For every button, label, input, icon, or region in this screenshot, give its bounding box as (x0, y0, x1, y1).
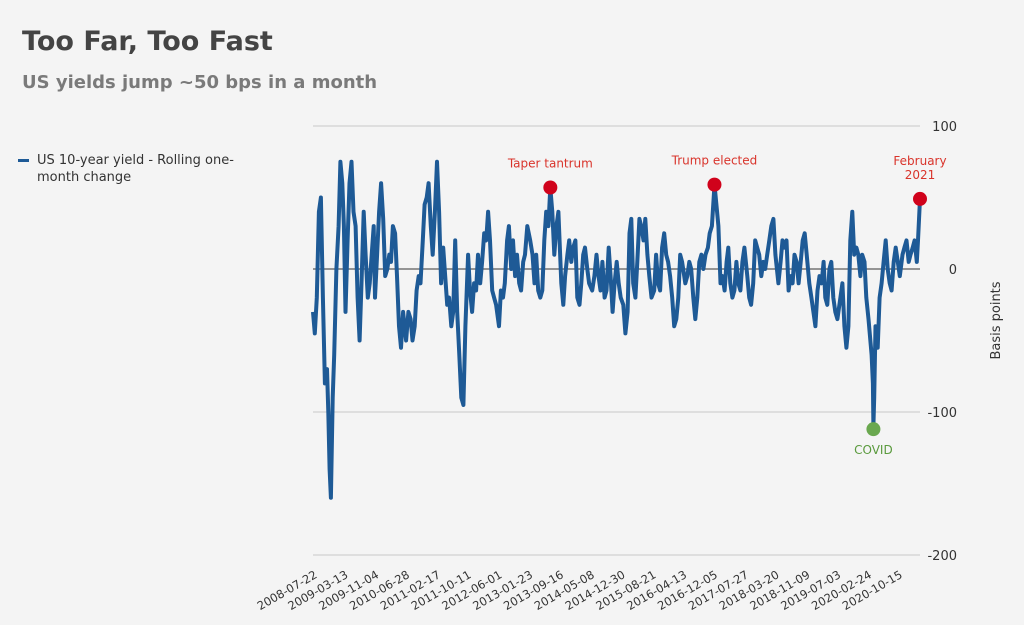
legend: US 10-year yield - Rolling one-month cha… (18, 152, 268, 186)
annotation-label: Trump elected (671, 154, 758, 168)
annotation-label: COVID (854, 443, 893, 457)
y-tick-label: -100 (927, 406, 957, 421)
chart-title: Too Far, Too Fast (22, 26, 273, 57)
annotation-marker (866, 422, 881, 437)
annotation-marker (913, 191, 927, 206)
annotation-marker (543, 180, 558, 195)
y-axis-label: Basis points (989, 281, 1004, 359)
annotation-marker (707, 177, 722, 192)
legend-swatch (18, 159, 29, 162)
y-tick-label: 100 (932, 120, 957, 135)
series-line (311, 159, 922, 500)
annotation-label: February 2021 (893, 154, 946, 182)
y-tick-label: 0 (949, 263, 957, 278)
annotation-label: Taper tantrum (507, 156, 593, 170)
chart-subtitle: US yields jump ~50 bps in a month (22, 72, 378, 93)
legend-label: US 10-year yield - Rolling one-month cha… (37, 153, 234, 185)
y-tick-label: -200 (927, 549, 957, 564)
